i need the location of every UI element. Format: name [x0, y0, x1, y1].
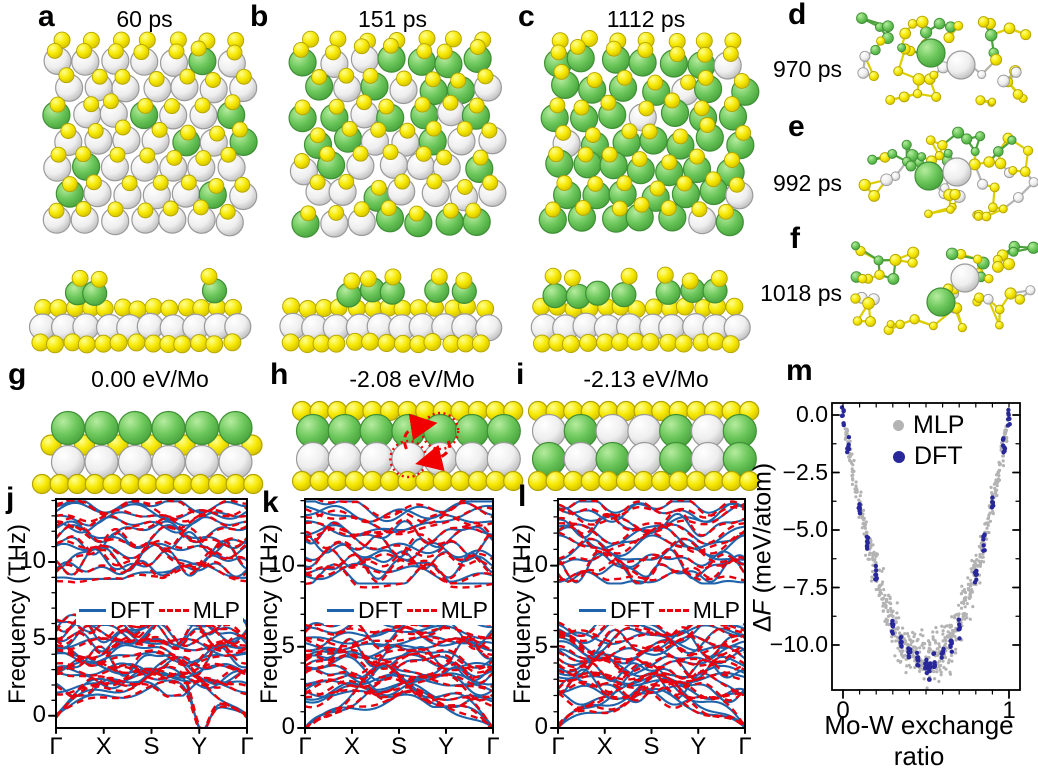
- dft-legend-label: DFT: [358, 597, 403, 623]
- dft-line-sample: [579, 609, 606, 612]
- m-ytick: −2.5: [782, 458, 828, 485]
- panel-j-legend: DFT MLP: [76, 596, 244, 625]
- phonon-k-ytick: 5: [281, 631, 295, 659]
- panel-j-ylabel: Frequency (THz): [4, 523, 31, 705]
- phonon-j-xtick: Γ: [49, 733, 63, 760]
- panel-g-label: g: [8, 358, 27, 391]
- phonon-l-xtick: Γ: [738, 733, 752, 760]
- panel-k-phonon-plot: [297, 498, 494, 734]
- phonon-l-ytick: 10: [521, 550, 548, 578]
- panel-i-label: i: [516, 358, 525, 391]
- mlp-line-sample: [658, 609, 689, 612]
- mlp-legend-label: MLP: [913, 411, 965, 439]
- m-legend-mlp: MLP: [893, 410, 964, 441]
- panel-b-side-view: [279, 268, 503, 354]
- panel-c-side-view: [530, 266, 751, 354]
- panel-f-structure: [850, 240, 1038, 336]
- dft-legend-label: DFT: [914, 442, 963, 470]
- panel-h-label: h: [270, 358, 289, 391]
- phonon-k-xtick: Γ: [486, 733, 500, 760]
- mlp-legend-label: MLP: [692, 597, 741, 623]
- mlp-line-sample: [406, 609, 437, 612]
- m-ytick: −7.5: [782, 573, 828, 600]
- phonon-l-xtick: Γ: [551, 733, 565, 760]
- phonon-k-ytick: 10: [268, 550, 295, 578]
- phonon-l-xtick: Y: [690, 733, 707, 760]
- panel-m-scatter-plot: [831, 402, 1021, 699]
- mlp-line-sample: [158, 609, 189, 612]
- dft-legend-label: DFT: [610, 597, 655, 623]
- panel-b-label: b: [250, 0, 269, 33]
- panel-a-side-view: [28, 267, 252, 354]
- panel-j-label: j: [6, 482, 15, 515]
- m-legend-dft: DFT: [893, 441, 964, 472]
- panel-h-structure: [291, 400, 524, 492]
- phonon-j-ytick: 0: [32, 700, 46, 728]
- phonon-l-xtick: S: [643, 733, 660, 760]
- dft-legend-label: DFT: [110, 597, 155, 623]
- phonon-j-ytick: 10: [19, 547, 46, 574]
- phonon-k-xtick: Γ: [298, 733, 312, 760]
- m-legend: MLP DFT: [893, 410, 964, 472]
- panel-d-time: 970 ps: [772, 56, 842, 82]
- phonon-j-xtick: X: [95, 733, 112, 760]
- m-xlabel: Mo-W exchange ratio: [824, 710, 1014, 771]
- phonon-j-xtick: Γ: [240, 733, 254, 760]
- panel-m-label: m: [786, 354, 813, 387]
- panel-a-label: a: [38, 0, 55, 33]
- mlp-legend-label: MLP: [192, 597, 241, 623]
- panel-l-ylabel: Frequency (THz): [509, 523, 536, 705]
- panel-l-legend: DFT MLP: [576, 596, 744, 625]
- panel-j-phonon-plot: [48, 498, 248, 734]
- m-ytick: 0.0: [796, 401, 828, 427]
- phonon-k-xtick: Y: [437, 733, 454, 760]
- panel-k-label: k: [262, 486, 279, 519]
- phonon-k-ytick: 0: [281, 713, 295, 740]
- m-ytick: −10.0: [769, 631, 828, 657]
- phonon-l-ytick: 0: [534, 713, 548, 740]
- panel-i-structure: [527, 400, 760, 492]
- m-xtick: 1: [1002, 697, 1016, 724]
- panel-g-structure: [31, 410, 264, 495]
- panel-e-label: e: [788, 110, 805, 143]
- phonon-l-xtick: X: [596, 733, 613, 760]
- panel-i-title: -2.13 eV/Mo: [583, 366, 709, 392]
- mlp-legend-label: MLP: [440, 597, 489, 623]
- panel-e-structure: [858, 126, 1038, 222]
- m-ytick: −5.0: [782, 516, 828, 542]
- panel-g-title: 0.00 eV/Mo: [91, 366, 209, 392]
- panel-b-top-view: [288, 30, 507, 238]
- panel-a-top-view: [42, 31, 258, 237]
- panel-c-label: c: [518, 0, 535, 33]
- panel-e-time: 992 ps: [772, 170, 842, 196]
- phonon-l-ytick: 5: [534, 631, 548, 659]
- dft-dot-icon: [893, 450, 905, 463]
- phonon-j-xtick: S: [143, 733, 160, 760]
- m-xtick: 0: [836, 697, 850, 724]
- phonon-k-xtick: X: [343, 733, 360, 760]
- panel-b-title: 151 ps: [357, 6, 428, 32]
- panel-l-label: l: [518, 480, 527, 513]
- panel-f-label: f: [790, 222, 800, 255]
- panel-c-title: 1112 ps: [606, 6, 686, 32]
- mlp-dot-icon: [893, 420, 904, 431]
- phonon-k-xtick: S: [390, 733, 407, 760]
- panel-h-title: -2.08 eV/Mo: [349, 366, 475, 392]
- panel-d-label: d: [788, 0, 807, 31]
- panel-k-legend: DFT MLP: [324, 596, 492, 625]
- panel-d-structure: [856, 12, 1032, 107]
- panel-a-title: 60 ps: [116, 6, 173, 32]
- dft-line-sample: [79, 609, 106, 612]
- panel-k-ylabel: Frequency (THz): [256, 523, 283, 705]
- phonon-j-ytick: 5: [32, 623, 46, 651]
- panel-f-time: 1018 ps: [760, 280, 842, 306]
- panel-c-top-view: [538, 30, 760, 237]
- phonon-j-xtick: Y: [191, 733, 208, 760]
- dft-line-sample: [327, 609, 354, 612]
